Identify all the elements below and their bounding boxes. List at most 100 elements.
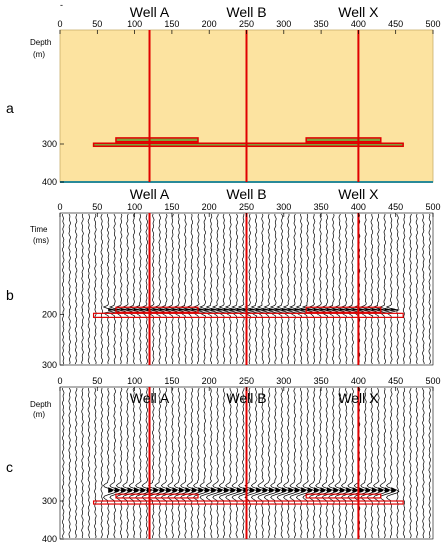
wavelet-fill [352, 308, 358, 311]
seismic-trace [61, 213, 65, 365]
seismic-trace [87, 213, 91, 365]
wavelet-fill [346, 487, 351, 493]
wavelet-fill [121, 487, 126, 493]
seismic-trace [231, 213, 246, 365]
seismic-trace [347, 387, 361, 539]
wavelet-fill [166, 487, 171, 493]
seismic-trace [340, 213, 355, 365]
wavelet-fill [191, 308, 197, 311]
wavelet-fill [127, 308, 133, 311]
well-label-1: Well B [226, 4, 266, 20]
seismic-trace [225, 387, 239, 539]
wavelet-fill [301, 308, 306, 311]
seismic-trace [238, 387, 252, 539]
wavelet-fill [230, 487, 236, 493]
seismic-trace [102, 213, 118, 365]
seismic-trace [81, 387, 84, 539]
y-tick-label: 300 [42, 496, 57, 506]
seismic-trace [224, 213, 240, 365]
y-tick-label: 300 [42, 360, 57, 370]
seismic-trace [148, 387, 162, 539]
wavelet-fill [185, 487, 191, 493]
wavelet-fill [211, 487, 216, 493]
wavelet-fill [281, 308, 287, 311]
wavelet-fill [179, 308, 184, 311]
seismic-trace [94, 387, 97, 539]
y-tick-label: 300 [42, 139, 57, 149]
x-tick-label: 500 [425, 376, 440, 386]
wavelet-fill [359, 308, 364, 311]
x-tick-label: 400 [351, 202, 366, 212]
layer-outline-0 [115, 493, 199, 499]
wavelet-fill [198, 308, 204, 311]
wavelet-fill [127, 487, 133, 493]
wavelet-fill [224, 308, 229, 311]
seismic-trace [373, 387, 387, 538]
wavelet-fill [275, 487, 281, 493]
seismic-trace [153, 213, 169, 365]
seismic-trace [141, 387, 156, 539]
seismic-trace [128, 387, 143, 539]
seismic-trace [121, 213, 137, 365]
seismic-trace [231, 387, 246, 539]
seismic-trace [386, 387, 400, 538]
seismic-trace [269, 213, 285, 365]
wavelet-fill [172, 308, 178, 311]
x-tick-label: 150 [164, 202, 179, 212]
seismic-trace [211, 213, 227, 365]
wavelet-fill [224, 487, 229, 493]
seismic-trace [415, 387, 419, 539]
seismic-trace [244, 387, 259, 539]
seismic-trace [218, 387, 233, 539]
seismic-trace [334, 387, 349, 539]
x-tick-label: 400 [351, 19, 366, 29]
x-tick-label: 100 [127, 376, 142, 386]
layer-upper-left [115, 137, 199, 143]
wavelet-fill [204, 308, 210, 311]
wavelet-fill [256, 487, 261, 493]
seismic-trace [115, 213, 130, 365]
well-label-1: Well B [226, 390, 266, 406]
wavelet-fill [179, 487, 184, 493]
x-tick-label: 200 [202, 202, 217, 212]
seismic-trace [314, 213, 330, 365]
wavelet-fill [320, 308, 326, 311]
wavelet-fill [378, 487, 384, 493]
seismic-trace [301, 213, 317, 365]
seismic-trace [205, 213, 220, 365]
wavelet-fill [281, 487, 287, 493]
wavelet-fill [172, 487, 178, 493]
seismic-trace [147, 213, 163, 365]
wavelet-fill [384, 308, 390, 311]
seismic-trace [282, 213, 298, 365]
seismic-trace [81, 213, 84, 365]
wavelet-fill [191, 487, 197, 493]
wavelet-fill [365, 308, 371, 311]
wavelet-fill [307, 308, 313, 311]
seismic-trace [263, 387, 278, 539]
seismic-trace [160, 387, 175, 539]
seismic-trace [179, 213, 195, 365]
seismic-trace [68, 213, 71, 365]
x-tick-label: 350 [314, 19, 329, 29]
seismic-trace [295, 387, 310, 539]
seismic-trace [308, 387, 323, 539]
wavelet-fill [114, 487, 120, 493]
wavelet-fill [236, 487, 242, 493]
wavelet-fill [359, 487, 364, 493]
x-tick-label: 500 [425, 19, 440, 29]
wavelet-fill [185, 308, 191, 311]
x-tick-label: 250 [239, 19, 254, 29]
wavelet-fill [339, 308, 345, 311]
wavelet-fill [159, 308, 165, 311]
y-axis-unit: (m) [33, 50, 45, 59]
seismic-trace [61, 387, 65, 539]
seismic-trace [186, 387, 201, 539]
wavelet-fill [121, 308, 126, 311]
layer-upper-right [305, 137, 382, 143]
seismic-trace [186, 213, 201, 365]
seismic-trace [327, 213, 343, 365]
wavelet-fill [294, 308, 300, 311]
wavelet-fill [275, 308, 281, 311]
